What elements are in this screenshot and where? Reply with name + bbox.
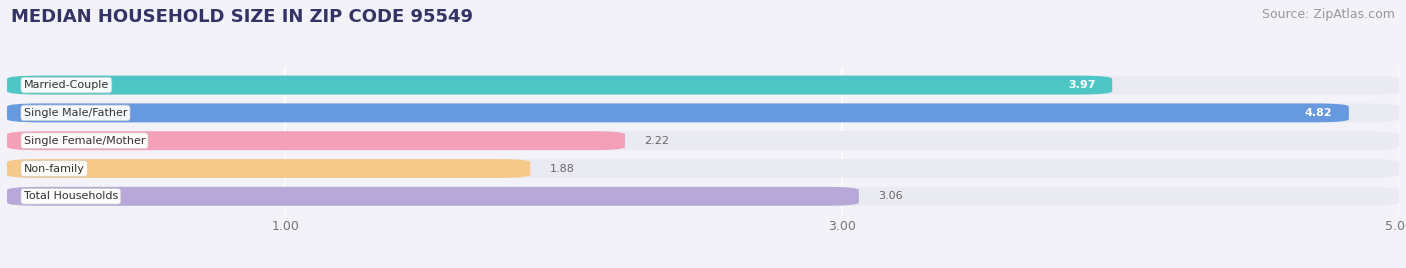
- Text: MEDIAN HOUSEHOLD SIZE IN ZIP CODE 95549: MEDIAN HOUSEHOLD SIZE IN ZIP CODE 95549: [11, 8, 474, 26]
- FancyBboxPatch shape: [7, 131, 1399, 150]
- Text: Non-family: Non-family: [24, 163, 84, 173]
- FancyBboxPatch shape: [7, 131, 626, 150]
- Text: 3.06: 3.06: [879, 191, 903, 201]
- FancyBboxPatch shape: [7, 76, 1399, 95]
- FancyBboxPatch shape: [7, 187, 1399, 206]
- Text: Single Female/Mother: Single Female/Mother: [24, 136, 145, 146]
- Text: 1.88: 1.88: [550, 163, 575, 173]
- Text: 3.97: 3.97: [1069, 80, 1095, 90]
- FancyBboxPatch shape: [7, 187, 859, 206]
- FancyBboxPatch shape: [7, 159, 1399, 178]
- FancyBboxPatch shape: [7, 103, 1348, 122]
- Text: Single Male/Father: Single Male/Father: [24, 108, 127, 118]
- Text: 2.22: 2.22: [644, 136, 669, 146]
- FancyBboxPatch shape: [7, 159, 530, 178]
- FancyBboxPatch shape: [7, 103, 1399, 122]
- FancyBboxPatch shape: [7, 76, 1112, 95]
- Text: Total Households: Total Households: [24, 191, 118, 201]
- Text: 4.82: 4.82: [1305, 108, 1331, 118]
- Text: Source: ZipAtlas.com: Source: ZipAtlas.com: [1261, 8, 1395, 21]
- Text: Married-Couple: Married-Couple: [24, 80, 110, 90]
